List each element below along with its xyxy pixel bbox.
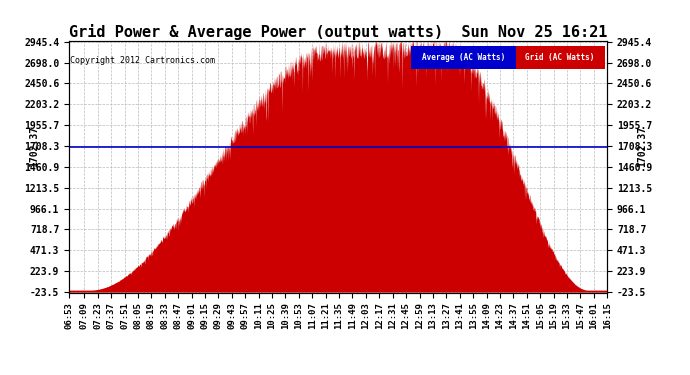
Text: Copyright 2012 Cartronics.com: Copyright 2012 Cartronics.com xyxy=(70,56,215,65)
Title: Grid Power & Average Power (output watts)  Sun Nov 25 16:21: Grid Power & Average Power (output watts… xyxy=(69,24,607,40)
Text: 1702.37: 1702.37 xyxy=(637,126,647,167)
Text: 1702.37: 1702.37 xyxy=(29,126,39,167)
